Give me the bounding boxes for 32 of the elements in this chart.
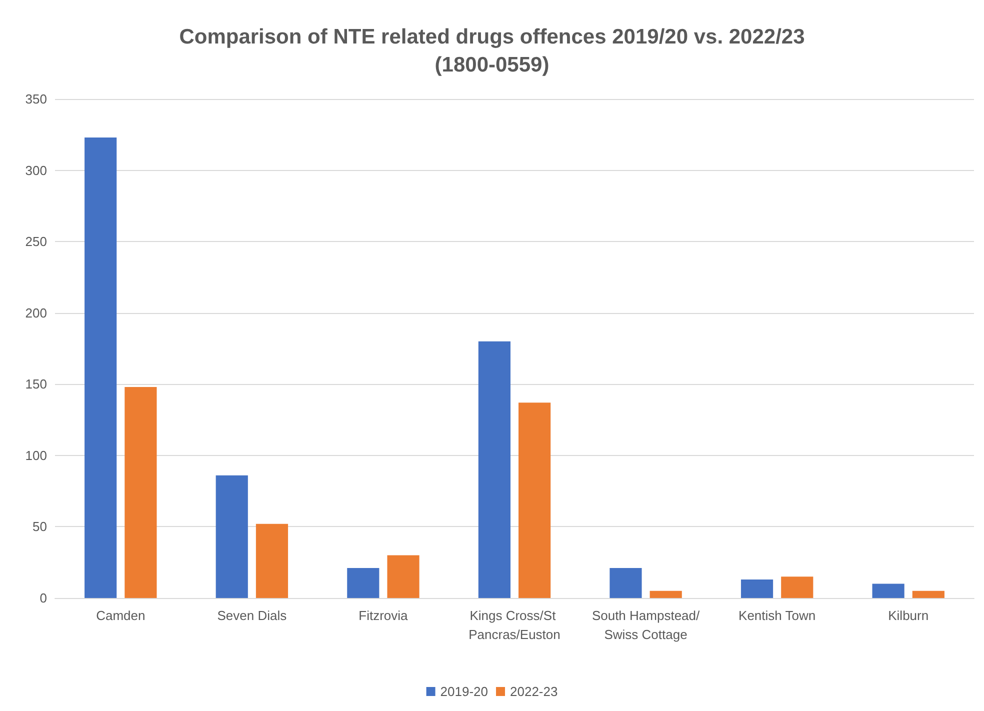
bar bbox=[872, 584, 904, 598]
y-tick-label: 150 bbox=[25, 376, 47, 392]
legend-label: 2022-23 bbox=[510, 684, 558, 699]
x-tick-label: Seven Dials bbox=[217, 608, 288, 623]
y-tick-label: 0 bbox=[40, 590, 47, 606]
x-tick-label: Camden bbox=[96, 608, 146, 623]
bar bbox=[518, 402, 551, 598]
chart-title: Comparison of NTE related drugs offences 2019/20 vs. 2022/23 (1800-0559) bbox=[179, 26, 805, 76]
bar bbox=[84, 137, 117, 598]
x-tick-label: Fitzrovia bbox=[358, 608, 409, 623]
y-tick-label: 350 bbox=[25, 92, 47, 106]
x-tick-label: Kilburn bbox=[888, 608, 929, 623]
y-tick-label: 250 bbox=[25, 234, 47, 250]
x-tick-label: Kings Cross/St Pancras/Euston bbox=[468, 608, 560, 642]
bar bbox=[650, 590, 682, 598]
bar bbox=[912, 590, 944, 598]
bar bbox=[478, 341, 510, 598]
bar bbox=[740, 579, 774, 598]
x-tick-label: Kentish Town bbox=[738, 608, 816, 623]
bar bbox=[256, 524, 288, 598]
y-tick-label: 300 bbox=[25, 162, 47, 178]
bar bbox=[781, 576, 814, 598]
y-tick-label: 100 bbox=[25, 448, 47, 463]
bar bbox=[347, 568, 380, 598]
legend-label: 2019-20 bbox=[440, 684, 488, 699]
bar bbox=[216, 475, 248, 598]
y-tick-label: 200 bbox=[25, 305, 47, 320]
bar bbox=[124, 386, 157, 598]
y-tick-label: 50 bbox=[32, 519, 47, 534]
x-tick-label: South Hampstead/Swiss Cottage bbox=[592, 608, 700, 642]
bar bbox=[610, 568, 642, 598]
bar bbox=[387, 555, 420, 598]
